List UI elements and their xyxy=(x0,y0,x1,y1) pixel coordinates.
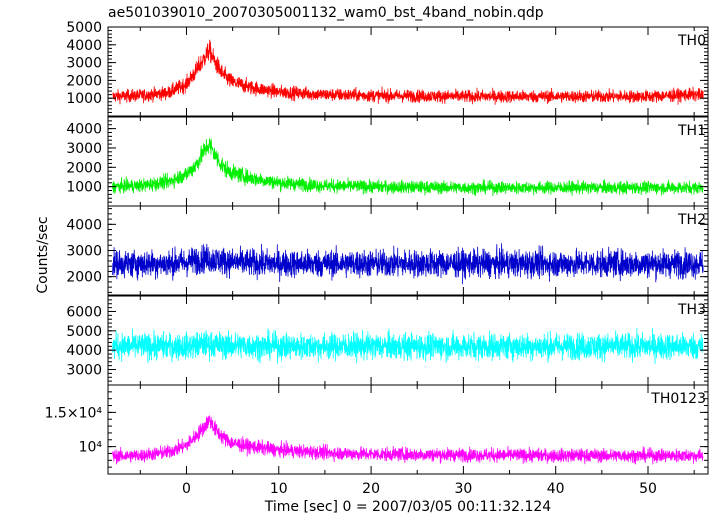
panel-label: TH0123 xyxy=(650,391,706,407)
y-tick-label: 4000 xyxy=(66,217,102,233)
y-axis-label: Counts/sec xyxy=(35,216,51,293)
y-tick-label: 2000 xyxy=(66,73,102,89)
y-tick-label: 4000 xyxy=(66,343,102,359)
y-tick-label: 2000 xyxy=(66,270,102,286)
panel-label: TH0 xyxy=(677,33,706,49)
panel-frame xyxy=(107,384,709,475)
y-tick-label: 4000 xyxy=(66,122,102,138)
y-tick-label: 5000 xyxy=(66,324,102,340)
panel-label: TH2 xyxy=(677,212,706,228)
chart-title: ae501039010_20070305001132_wam0_bst_4ban… xyxy=(108,5,544,21)
series-line-th0123 xyxy=(112,415,704,465)
y-tick-label: 1000 xyxy=(66,180,102,196)
y-tick-label: 3000 xyxy=(66,363,102,379)
series-line-th2 xyxy=(112,243,704,285)
x-tick-label: 20 xyxy=(362,481,380,497)
panel-label: TH1 xyxy=(677,123,706,139)
x-tick-label: 50 xyxy=(639,481,657,497)
y-tick-label: 3000 xyxy=(66,56,102,72)
y-tick-label: 1.5×10⁴ xyxy=(45,405,103,421)
y-tick-label: 3000 xyxy=(66,244,102,260)
y-tick-label: 2000 xyxy=(66,160,102,176)
y-tick-label: 6000 xyxy=(66,304,102,320)
panel-frame xyxy=(107,26,709,117)
y-tick-label: 1000 xyxy=(66,91,102,107)
x-axis-label: Time [sec] 0 = 2007/03/05 00:11:32.124 xyxy=(264,499,552,515)
x-tick-label: 0 xyxy=(182,481,191,497)
y-tick-label: 10⁴ xyxy=(79,440,103,456)
panel-th2: 2000 3000 4000 TH2 xyxy=(66,205,709,296)
y-tick-label: 5000 xyxy=(66,20,102,36)
x-tick-label: 30 xyxy=(454,481,472,497)
panel-th3: 3000 4000 5000 6000 TH3 xyxy=(66,295,709,386)
panel-label: TH3 xyxy=(677,302,706,318)
x-tick-label: 10 xyxy=(270,481,288,497)
y-tick-label: 4000 xyxy=(66,38,102,54)
series-line-th1 xyxy=(112,138,704,197)
y-tick-label: 3000 xyxy=(66,141,102,157)
series-line-th0 xyxy=(112,39,704,105)
x-tick-label: 40 xyxy=(547,481,565,497)
series-line-th3 xyxy=(112,327,704,365)
panel-th0123: 10⁴ 1.5×10⁴ TH0123 xyxy=(45,384,709,475)
panel-th1: 1000 2000 3000 4000 TH1 xyxy=(66,116,709,207)
